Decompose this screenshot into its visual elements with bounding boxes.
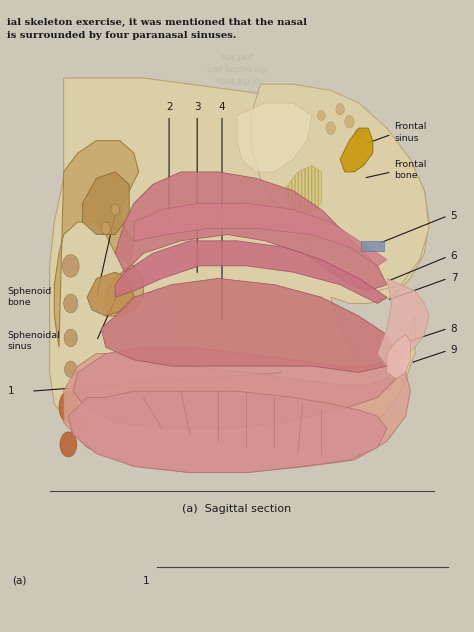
Text: ial skeleton exercise, it was mentioned that the nasal: ial skeleton exercise, it was mentioned …: [8, 18, 308, 27]
Polygon shape: [115, 241, 387, 303]
Text: Sphenoid
bone: Sphenoid bone: [8, 287, 52, 307]
Text: Frontal
bone: Frontal bone: [394, 160, 427, 180]
Polygon shape: [387, 335, 410, 379]
Text: 3: 3: [194, 102, 201, 112]
Text: 6: 6: [451, 252, 457, 262]
Polygon shape: [115, 172, 387, 291]
Circle shape: [101, 222, 110, 234]
Bar: [64, 159, 176, 366]
Polygon shape: [50, 78, 429, 466]
Bar: [361, 241, 383, 251]
Polygon shape: [251, 84, 429, 291]
Polygon shape: [237, 103, 312, 172]
Text: Frontal
sinus: Frontal sinus: [394, 123, 427, 142]
Text: 7: 7: [451, 274, 457, 283]
Text: ɐuɐ ʇɹɐd: ɐuɐ ʇɹɐd: [221, 53, 253, 62]
Circle shape: [70, 380, 81, 396]
Circle shape: [326, 122, 336, 135]
Circle shape: [73, 372, 82, 385]
Polygon shape: [340, 128, 373, 172]
Text: 1: 1: [8, 386, 14, 396]
Text: 9: 9: [451, 346, 457, 355]
Circle shape: [318, 111, 325, 121]
Text: is surrounded by four paranasal sinuses.: is surrounded by four paranasal sinuses.: [8, 31, 237, 40]
Polygon shape: [55, 140, 143, 348]
Circle shape: [64, 329, 77, 347]
Polygon shape: [284, 166, 321, 216]
Text: (a)  Sagittal section: (a) Sagittal section: [182, 504, 292, 514]
Circle shape: [64, 361, 77, 377]
Ellipse shape: [60, 432, 77, 457]
Text: 4: 4: [219, 102, 225, 112]
Text: 8: 8: [451, 324, 457, 334]
Circle shape: [336, 104, 344, 115]
Polygon shape: [73, 341, 401, 428]
Polygon shape: [377, 279, 429, 366]
Polygon shape: [82, 172, 129, 234]
Ellipse shape: [71, 415, 85, 437]
Circle shape: [345, 116, 354, 128]
Polygon shape: [68, 391, 387, 473]
Polygon shape: [87, 272, 134, 316]
Text: ʇɹɐd buoɔǝs ǝɥʇ: ʇɹɐd buoɔǝs ǝɥʇ: [207, 66, 267, 75]
Text: 5: 5: [451, 210, 457, 221]
Circle shape: [62, 255, 79, 277]
Text: 1: 1: [143, 576, 150, 586]
Circle shape: [111, 204, 119, 215]
Polygon shape: [134, 204, 387, 266]
Text: Sphenoidal
sinus: Sphenoidal sinus: [8, 331, 60, 351]
Polygon shape: [64, 353, 410, 473]
Polygon shape: [101, 279, 396, 372]
Ellipse shape: [59, 391, 78, 423]
Circle shape: [64, 294, 78, 313]
Text: (a): (a): [12, 576, 27, 586]
Circle shape: [76, 386, 89, 403]
Circle shape: [355, 129, 363, 140]
Text: 2: 2: [166, 102, 173, 112]
Text: ʎpoq ǝɥʇ ɟo: ʎpoq ǝɥʇ ɟo: [216, 76, 258, 86]
